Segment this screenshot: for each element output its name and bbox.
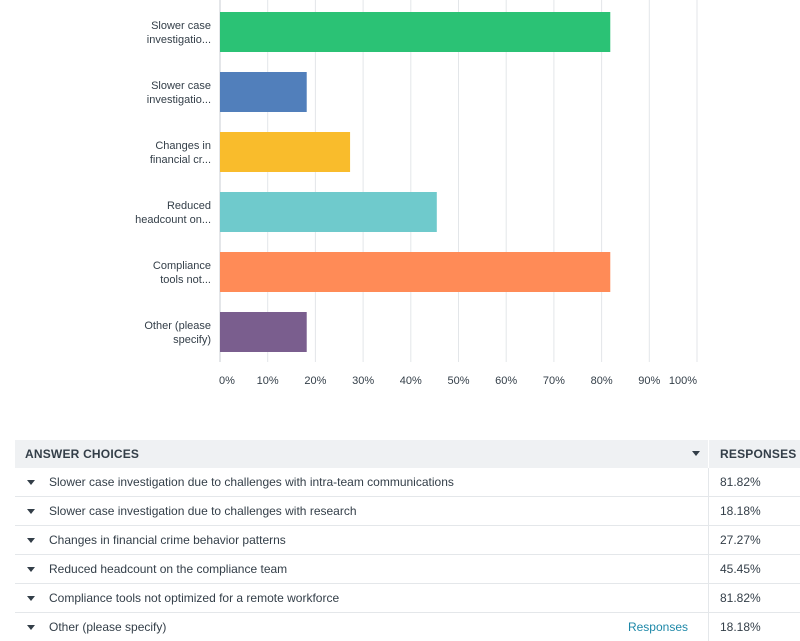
x-tick-label: 90% (638, 375, 660, 387)
x-tick-label: 50% (447, 375, 469, 387)
x-tick-label: 80% (591, 375, 613, 387)
expand-chevron-down-icon[interactable] (27, 625, 35, 630)
answer-table: ANSWER CHOICES RESPONSES Slower case inv… (15, 440, 800, 641)
bar (220, 312, 307, 352)
category-label: Other (please specify) (144, 320, 211, 346)
table-row: Changes in financial crime behavior patt… (15, 526, 800, 555)
category-label: Compliance tools not... (153, 260, 211, 286)
response-percent: 18.18% (708, 497, 800, 525)
table-row: Slower case investigation due to challen… (15, 497, 800, 526)
answer-choice-cell: Reduced headcount on the compliance team (15, 555, 708, 583)
answer-choice-label: Slower case investigation due to challen… (49, 504, 357, 518)
answer-choice-cell: Other (please specify) Responses (15, 613, 708, 641)
x-tick-label: 100% (669, 375, 697, 387)
responses-link[interactable]: Responses (627, 620, 688, 634)
answer-choices-header-label: ANSWER CHOICES (25, 447, 140, 461)
sort-chevron-down-icon[interactable] (692, 451, 700, 456)
responses-header: RESPONSES (708, 440, 800, 468)
table-row: Slower case investigation due to challen… (15, 468, 800, 497)
answer-choice-label: Slower case investigation due to challen… (49, 475, 454, 489)
answer-choice-label: Changes in financial crime behavior patt… (49, 533, 286, 547)
answer-choices-header[interactable]: ANSWER CHOICES (15, 440, 708, 468)
answer-choice-cell: Changes in financial crime behavior patt… (15, 526, 708, 554)
bar (220, 192, 437, 232)
expand-chevron-down-icon[interactable] (27, 509, 35, 514)
bar (220, 252, 611, 292)
category-label: Reduced headcount on... (135, 200, 211, 226)
answer-choice-cell: Slower case investigation due to challen… (15, 468, 708, 496)
table-header: ANSWER CHOICES RESPONSES (15, 440, 800, 468)
table-row: Compliance tools not optimized for a rem… (15, 584, 800, 613)
table-row: Other (please specify) Responses 18.18% (15, 613, 800, 641)
expand-chevron-down-icon[interactable] (27, 596, 35, 601)
response-percent: 45.45% (708, 555, 800, 583)
bar-chart: Slower case investigatio... Slower case inv… (135, 0, 698, 387)
answer-choice-cell: Compliance tools not optimized for a rem… (15, 584, 708, 612)
x-tick-label: 40% (400, 375, 422, 387)
response-percent: 81.82% (708, 584, 800, 612)
x-tick-label: 60% (495, 375, 517, 387)
response-percent: 81.82% (708, 468, 800, 496)
expand-chevron-down-icon[interactable] (27, 567, 35, 572)
expand-chevron-down-icon[interactable] (27, 480, 35, 485)
category-label: Slower case investigatio... (147, 20, 211, 46)
bar (220, 12, 611, 52)
response-percent: 27.27% (708, 526, 800, 554)
table-row: Reduced headcount on the compliance team… (15, 555, 800, 584)
expand-chevron-down-icon[interactable] (27, 538, 35, 543)
x-tick-label: 0% (219, 375, 235, 387)
answer-choice-label: Other (please specify) (49, 620, 167, 634)
bar (220, 132, 351, 172)
answer-choice-label: Reduced headcount on the compliance team (49, 562, 288, 576)
x-tick-label: 20% (304, 375, 326, 387)
bar (220, 72, 307, 112)
category-label: Changes in financial cr... (150, 140, 211, 166)
category-label: Slower case investigatio... (147, 80, 211, 106)
x-tick-label: 30% (352, 375, 374, 387)
answer-choice-cell: Slower case investigation due to challen… (15, 497, 708, 525)
answer-choice-label: Compliance tools not optimized for a rem… (49, 591, 340, 605)
x-tick-label: 70% (543, 375, 565, 387)
response-percent: 18.18% (708, 613, 800, 641)
x-tick-label: 10% (257, 375, 279, 387)
